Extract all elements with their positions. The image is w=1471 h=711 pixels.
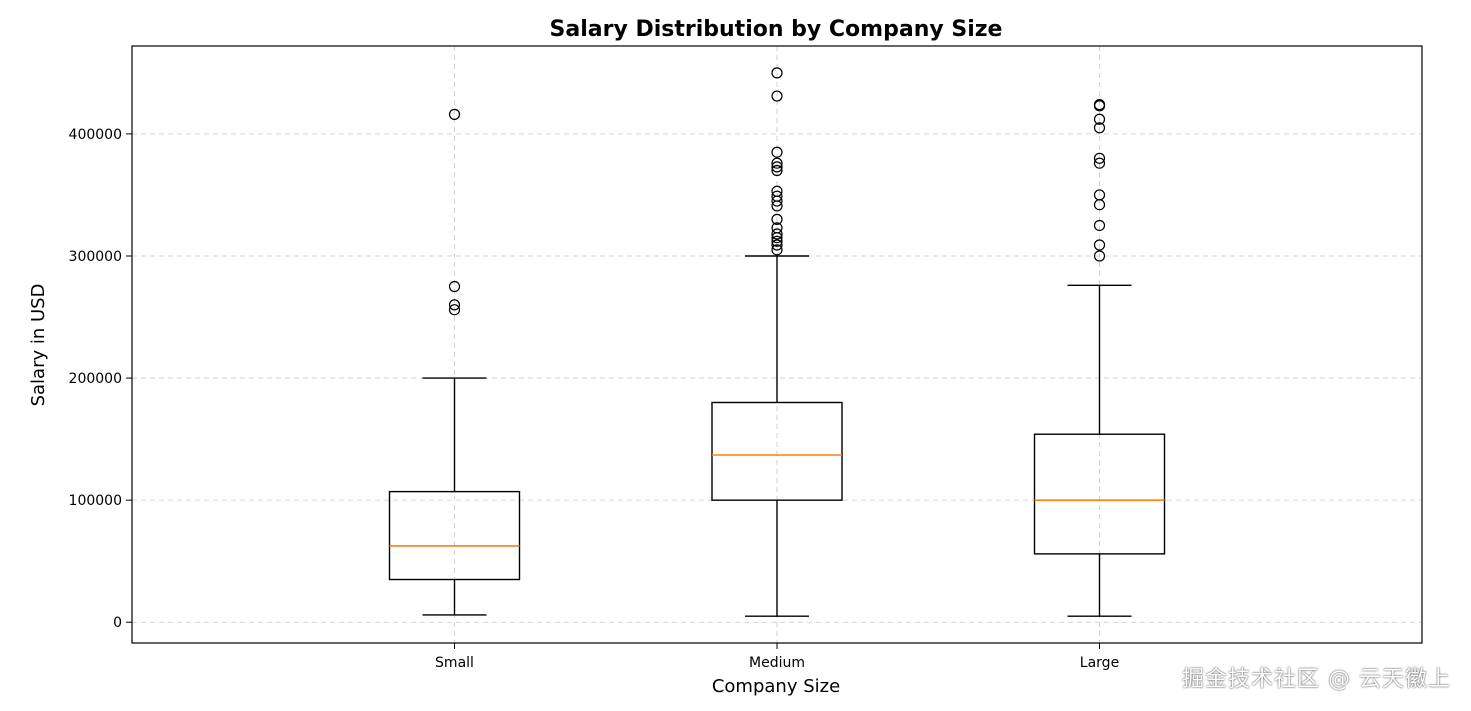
y-tick-label: 200000 xyxy=(69,371,122,387)
iqr-box xyxy=(1033,433,1166,555)
outlier-point xyxy=(448,108,461,120)
outlier-point xyxy=(1093,250,1106,262)
outlier-point xyxy=(771,157,783,169)
box-large xyxy=(1033,99,1166,617)
y-tick-label: 400000 xyxy=(69,127,122,143)
outlier-point xyxy=(771,195,783,207)
outlier-point xyxy=(771,200,783,212)
outlier-point xyxy=(771,213,783,225)
x-axis-label: Company Size xyxy=(712,676,840,697)
outlier-point xyxy=(771,235,783,247)
box-small xyxy=(388,108,521,616)
y-axis-ticks: 0 100000 200000 300000 400000 xyxy=(69,127,132,631)
outlier-point xyxy=(771,146,783,158)
outlier-point xyxy=(771,161,783,173)
outlier-point xyxy=(771,244,783,256)
y-tick-label: 100000 xyxy=(69,493,122,509)
outlier-point xyxy=(1093,157,1106,169)
outlier-point xyxy=(771,239,783,251)
y-axis-label: Salary in USD xyxy=(28,284,49,407)
boxes xyxy=(388,67,1166,617)
outlier-point xyxy=(1093,113,1106,125)
iqr-box xyxy=(388,490,521,581)
x-axis-ticks: Small Medium Large xyxy=(435,643,1119,671)
outlier-point xyxy=(448,280,461,293)
outlier-point xyxy=(1093,122,1106,134)
iqr-box xyxy=(711,401,843,501)
x-tick-label: Medium xyxy=(749,655,805,671)
outlier-point xyxy=(771,232,783,244)
outlier-point xyxy=(448,299,461,311)
watermark: 掘金技术社区 @ 云天徽上 xyxy=(1182,667,1451,692)
outlier-point xyxy=(448,304,461,316)
outlier-point xyxy=(1093,152,1106,164)
chart-title: Salary Distribution by Company Size xyxy=(550,17,1003,42)
outlier-point xyxy=(1093,219,1106,232)
outlier-point xyxy=(771,67,783,79)
outlier-point xyxy=(1093,100,1106,112)
box-medium xyxy=(711,67,843,617)
x-tick-label: Large xyxy=(1080,655,1119,671)
outlier-point xyxy=(1093,239,1106,251)
outlier-point xyxy=(771,164,783,177)
outlier-point xyxy=(1093,199,1106,211)
x-tick-label: Small xyxy=(435,655,474,671)
outlier-point xyxy=(771,228,783,240)
outlier-point xyxy=(771,90,783,102)
y-tick-label: 300000 xyxy=(69,249,122,265)
y-tick-label: 0 xyxy=(113,615,122,631)
